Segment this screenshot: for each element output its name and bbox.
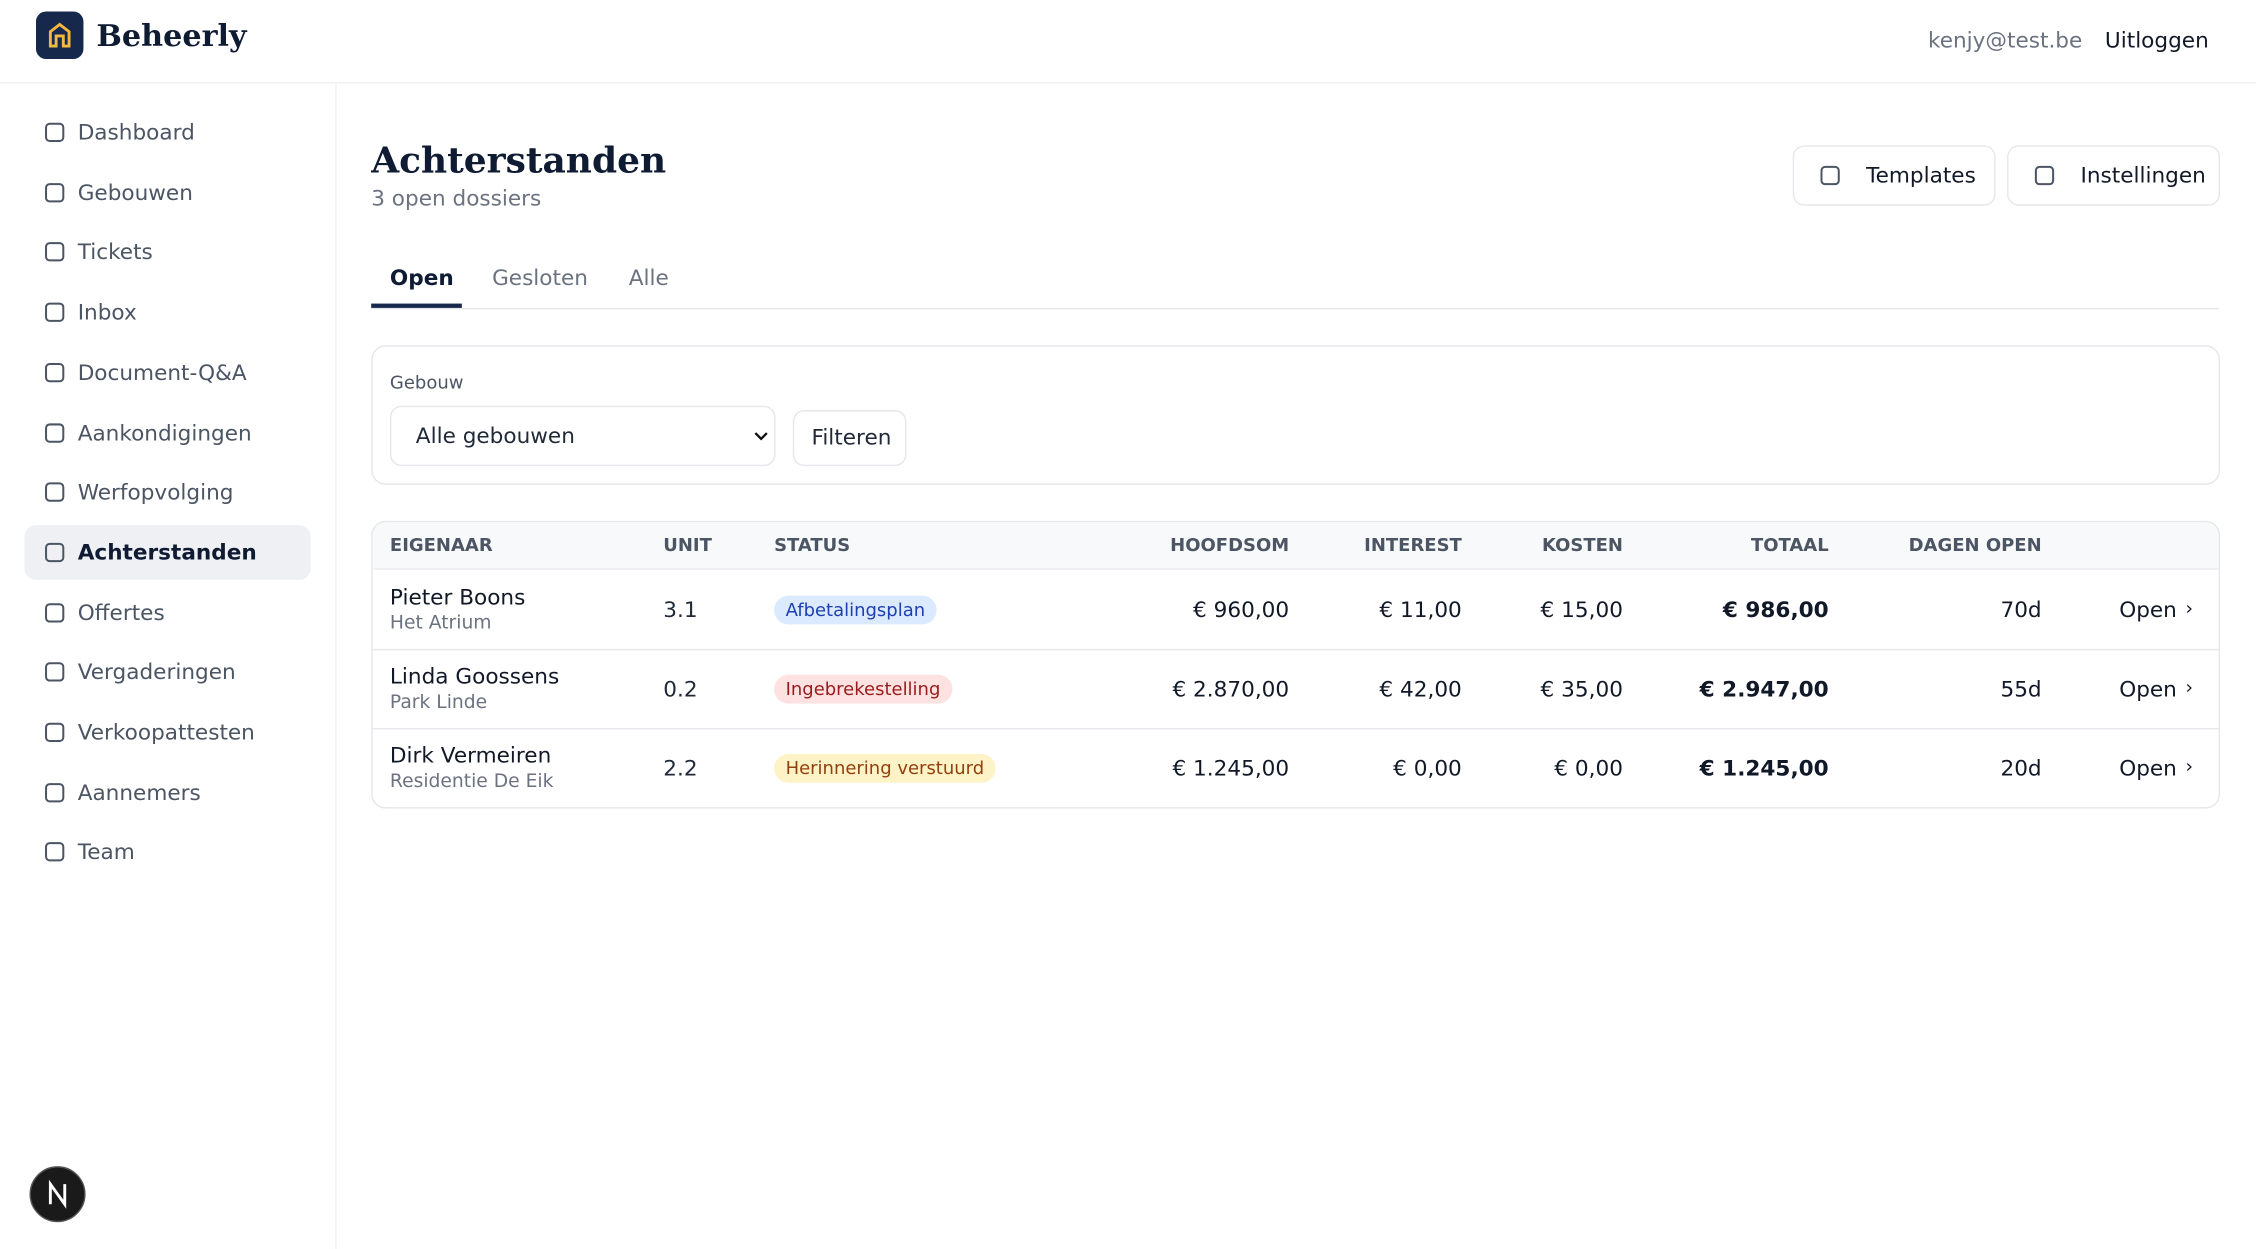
column-header: KOSTEN xyxy=(1541,533,1623,556)
action-label[interactable]: Instellingen xyxy=(2080,162,2206,189)
unit: 0.2 xyxy=(663,676,698,703)
row-chevron[interactable]: › xyxy=(2185,677,2193,700)
active-tab-underline xyxy=(371,303,462,308)
unit: 2.2 xyxy=(663,755,698,782)
amount: € 0,00 xyxy=(1393,755,1462,782)
amount: € 0,00 xyxy=(1554,755,1623,782)
tab[interactable]: Open xyxy=(389,264,454,291)
header-border xyxy=(0,82,2256,84)
nav-item[interactable]: Gebouwen xyxy=(77,179,193,206)
status-badge: Herinnering verstuurd xyxy=(774,753,996,783)
nav-icon[interactable] xyxy=(43,481,66,504)
owner-building: Het Atrium xyxy=(389,612,492,635)
page-title: Achterstanden xyxy=(371,139,667,182)
amount: € 35,00 xyxy=(1540,676,1623,703)
nav-icon[interactable] xyxy=(43,541,66,564)
filter-button-label[interactable]: Filteren xyxy=(811,424,892,451)
nav-icon[interactable] xyxy=(43,841,66,864)
amount: € 2.870,00 xyxy=(1172,676,1290,703)
column-header: EIGENAAR xyxy=(389,533,493,556)
nav-item[interactable]: Dashboard xyxy=(77,119,195,146)
action-icon[interactable] xyxy=(1819,164,1842,187)
nav-icon[interactable] xyxy=(43,661,66,684)
amount: € 1.245,00 xyxy=(1172,755,1290,782)
logout[interactable]: Uitloggen xyxy=(2104,27,2209,54)
owner-name: Pieter Boons xyxy=(389,584,526,611)
nav-item[interactable]: Document-Q&A xyxy=(77,359,247,386)
nav-item[interactable]: Tickets xyxy=(77,239,153,266)
page-subtitle: 3 open dossiers xyxy=(371,185,542,212)
brand[interactable]: Beheerly xyxy=(96,17,247,54)
tabs-border xyxy=(371,307,2219,310)
nextjs-badge[interactable] xyxy=(29,1165,87,1223)
amount: € 42,00 xyxy=(1379,676,1462,703)
row-chevron[interactable]: › xyxy=(2185,756,2193,779)
nav-icon[interactable] xyxy=(43,721,66,744)
action-icon[interactable] xyxy=(2033,164,2056,187)
action-button[interactable] xyxy=(1792,145,1996,206)
nav-item[interactable]: Aannemers xyxy=(77,779,201,806)
nav-icon[interactable] xyxy=(43,241,66,264)
row-chevron[interactable]: › xyxy=(2185,598,2193,621)
nav-icon[interactable] xyxy=(43,421,66,444)
nav-item[interactable]: Vergaderingen xyxy=(77,659,236,686)
logo[interactable] xyxy=(35,11,84,59)
nav-icon[interactable] xyxy=(43,121,66,144)
owner-name: Linda Goossens xyxy=(389,663,560,690)
nav-item[interactable]: Verkoopattesten xyxy=(77,719,255,746)
total: € 1.245,00 xyxy=(1699,755,1829,782)
row-divider xyxy=(372,648,2219,651)
building-select[interactable] xyxy=(389,405,776,467)
column-header: UNIT xyxy=(663,533,712,556)
nav-icon[interactable] xyxy=(43,361,66,384)
row-open-link[interactable]: Open xyxy=(2119,597,2177,623)
sidebar-border xyxy=(335,83,337,1249)
nav-item[interactable]: Werfopvolging xyxy=(77,479,234,506)
total: € 2.947,00 xyxy=(1699,676,1829,703)
amount: 70d xyxy=(2000,597,2042,623)
amount: 55d xyxy=(2000,676,2042,703)
action-button[interactable] xyxy=(2007,145,2221,206)
amount: € 960,00 xyxy=(1193,597,1290,623)
select-chevron xyxy=(754,432,768,441)
nav-item[interactable]: Aankondigingen xyxy=(77,419,252,446)
column-header: INTEREST xyxy=(1364,533,1462,556)
tab[interactable]: Gesloten xyxy=(492,264,588,291)
row-open-link[interactable]: Open xyxy=(2119,676,2177,703)
nav-active-bg xyxy=(24,524,311,580)
column-header: DAGEN OPEN xyxy=(1908,533,2042,556)
column-header: STATUS xyxy=(774,533,851,556)
total: € 986,00 xyxy=(1722,597,1829,623)
amount: 20d xyxy=(2000,755,2042,782)
row-divider xyxy=(372,728,2219,730)
nav-icon[interactable] xyxy=(43,301,66,324)
amount: € 15,00 xyxy=(1540,597,1623,623)
filter-label: Gebouw xyxy=(389,371,464,393)
select-value[interactable]: Alle gebouwen xyxy=(415,423,575,449)
column-header: HOOFDSOM xyxy=(1170,533,1290,556)
nav-icon[interactable] xyxy=(43,601,66,624)
amount: € 11,00 xyxy=(1379,597,1462,623)
owner-building: Park Linde xyxy=(389,692,488,714)
action-label[interactable]: Templates xyxy=(1866,162,1976,189)
owner-name: Dirk Vermeiren xyxy=(389,742,552,769)
tab[interactable]: Alle xyxy=(628,264,669,291)
filter-button[interactable] xyxy=(792,410,907,467)
nav-item[interactable]: Inbox xyxy=(77,299,137,326)
nav-icon[interactable] xyxy=(43,181,66,204)
nav-item[interactable]: Offertes xyxy=(77,599,165,626)
nav-icon[interactable] xyxy=(43,781,66,804)
column-header: TOTAAL xyxy=(1750,533,1829,556)
row-open-link[interactable]: Open xyxy=(2119,755,2177,782)
user-email: kenjy@test.be xyxy=(1927,27,2083,54)
nav-item[interactable]: Team xyxy=(77,839,135,866)
status-badge: Ingebrekestelling xyxy=(774,674,952,704)
unit: 3.1 xyxy=(663,597,698,623)
nav-item[interactable]: Achterstanden xyxy=(77,539,257,566)
owner-building: Residentie De Eik xyxy=(389,771,554,793)
status-badge: Afbetalingsplan xyxy=(774,595,937,625)
table-header-bg xyxy=(372,522,2219,570)
